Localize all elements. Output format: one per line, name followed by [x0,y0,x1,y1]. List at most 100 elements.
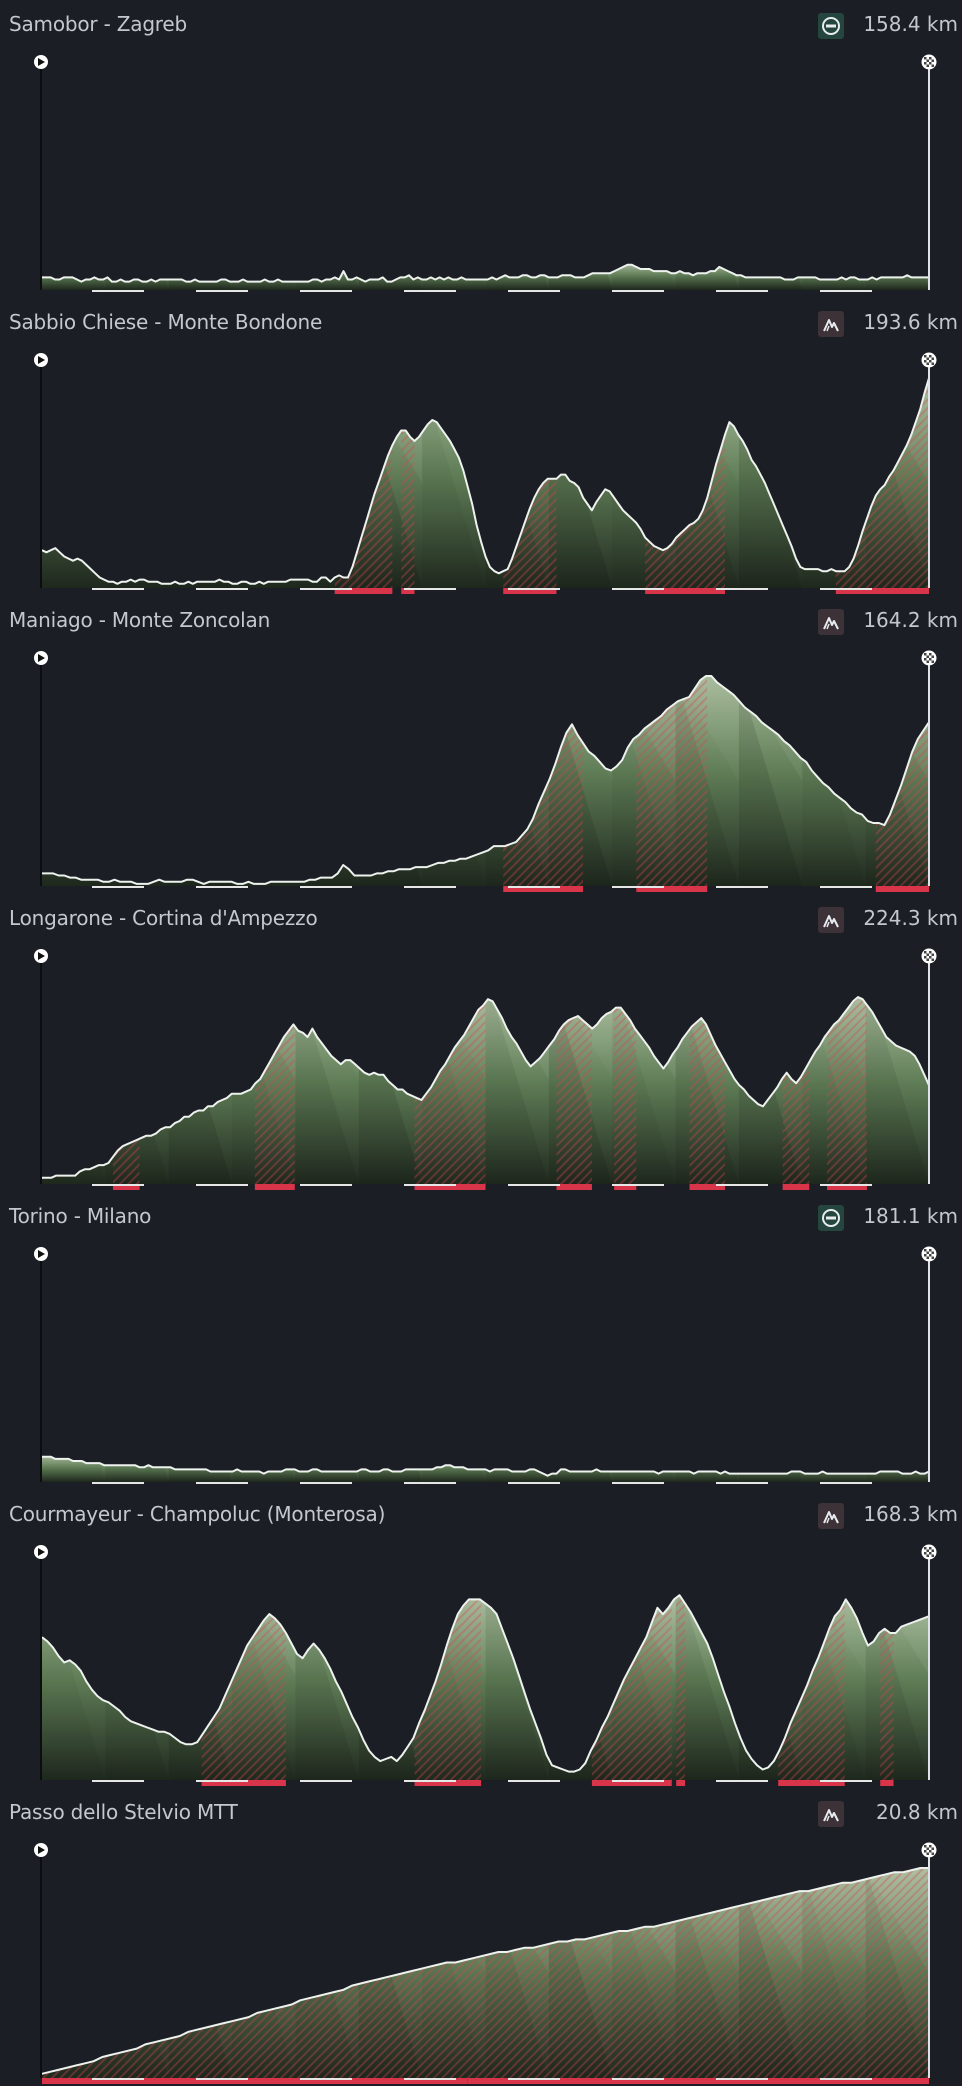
stage-2[interactable]: Sabbio Chiese - Monte Bondone 193.6 km [0,298,962,596]
climb-segment[interactable] [201,1780,286,1786]
stage-4[interactable]: Longarone - Cortina d'Ampezzo 224.3 km [0,894,962,1192]
stage-title[interactable]: Courmayeur - Champoluc (Monterosa) [9,1502,386,1526]
climb-segment-hatch [614,997,637,1184]
distance-tick [404,2078,456,2080]
distance-tick [508,1184,560,1186]
stage-7[interactable]: Passo dello Stelvio MTT 20.8 km [0,1788,962,2086]
distance-tick [716,588,768,590]
climb-segment[interactable] [636,886,708,892]
elevation-line [42,675,930,885]
elevation-profile[interactable] [0,350,962,596]
start-marker-icon [34,1843,48,1857]
distance-tick [716,1780,768,1782]
stage-6[interactable]: Courmayeur - Champoluc (Monterosa) 168.3 … [0,1490,962,1788]
climb-segment-hatch [826,997,867,1184]
elevation-profile[interactable] [0,946,962,1192]
climb-segment-hatch [782,997,810,1184]
climb-segment[interactable] [782,1184,810,1190]
climb-segment[interactable] [826,1184,867,1190]
distance-tick [508,1482,560,1484]
climb-segment[interactable] [614,1184,637,1190]
stage-title[interactable]: Sabbio Chiese - Monte Bondone [9,310,323,334]
climb-segment[interactable] [414,1184,486,1190]
climb-segment[interactable] [334,588,393,594]
climb-segment[interactable] [556,1184,592,1190]
distance-tick [196,1780,248,1782]
distance-tick [612,290,664,292]
climb-segment-hatch [591,1595,672,1780]
elevation-line [42,996,930,1179]
distance-tick [300,290,352,292]
distance-tick [300,1780,352,1782]
stage-title[interactable]: Passo dello Stelvio MTT [9,1800,238,1824]
start-marker-icon [34,353,48,367]
elevation-profile[interactable] [0,1542,962,1788]
climb-segment[interactable] [875,886,929,892]
mountain-stage-icon [818,311,844,337]
climb-segment[interactable] [676,1780,686,1786]
stage-5[interactable]: Torino - Milano 181.1 km [0,1192,962,1490]
climb-segment[interactable] [591,1780,672,1786]
elevation-profile[interactable] [0,648,962,894]
distance-tick [508,588,560,590]
climb-segment[interactable] [254,1184,295,1190]
climb-segment-hatch [645,378,725,588]
distance-tick [508,1780,560,1782]
stage-title[interactable]: Samobor - Zagreb [9,12,187,36]
distance-tick [300,2078,352,2080]
climb-segment[interactable] [880,1780,894,1786]
stage-header: Maniago - Monte Zoncolan 164.2 km [0,596,962,640]
finish-flag-icon [921,1842,937,1858]
climb-segment[interactable] [503,588,557,594]
climb-segment[interactable] [645,588,725,594]
climb-segment-hatch [334,378,393,588]
climb-segment-hatch [689,997,725,1184]
distance-tick [820,1184,872,1186]
elevation-profile[interactable] [0,1244,962,1490]
stage-distance: 181.1 km [863,1204,958,1228]
distance-tick [404,886,456,888]
start-marker-icon [34,651,48,665]
profile-shading [42,1456,929,1482]
distance-tick [92,588,144,590]
climb-segment-hatch [556,997,592,1184]
climb-segment-hatch [503,676,584,886]
climb-segment[interactable] [414,1780,482,1786]
distance-tick [92,2078,144,2080]
climb-segment[interactable] [503,886,584,892]
elevation-line [42,1455,930,1477]
stage-title[interactable]: Longarone - Cortina d'Ampezzo [9,906,318,930]
climb-segment[interactable] [42,2078,468,2084]
start-marker-icon [34,1545,48,1559]
stage-header: Passo dello Stelvio MTT 20.8 km [0,1788,962,1832]
distance-tick [612,588,664,590]
stage-1[interactable]: Samobor - Zagreb 158.4 km [0,0,962,298]
distance-tick [196,290,248,292]
stage-title[interactable]: Torino - Milano [9,1204,152,1228]
climb-segment[interactable] [689,1184,725,1190]
stage-3[interactable]: Maniago - Monte Zoncolan 164.2 km [0,596,962,894]
distance-tick [820,588,872,590]
finish-flag-icon [921,1544,937,1560]
flat-stage-icon [818,13,844,39]
climb-segment[interactable] [835,588,929,594]
finish-flag-icon [921,1246,937,1262]
climb-segment-hatch [636,676,708,886]
climb-segment[interactable] [778,1780,845,1786]
elevation-line [42,263,929,283]
distance-tick [716,1184,768,1186]
climb-segment[interactable] [112,1184,140,1190]
climb-segment[interactable] [467,2078,929,2084]
mountain-stage-icon [818,609,844,635]
elevation-profile[interactable] [0,1840,962,2086]
stage-distance: 20.8 km [876,1800,958,1824]
distance-tick [508,290,560,292]
start-marker-icon [34,949,48,963]
climb-segment-hatch [467,1868,929,2078]
climb-segment[interactable] [401,588,415,594]
elevation-profile[interactable] [0,52,962,298]
climb-segment-hatch [414,1595,482,1780]
profile-shading [42,264,929,290]
stage-title[interactable]: Maniago - Monte Zoncolan [9,608,271,632]
